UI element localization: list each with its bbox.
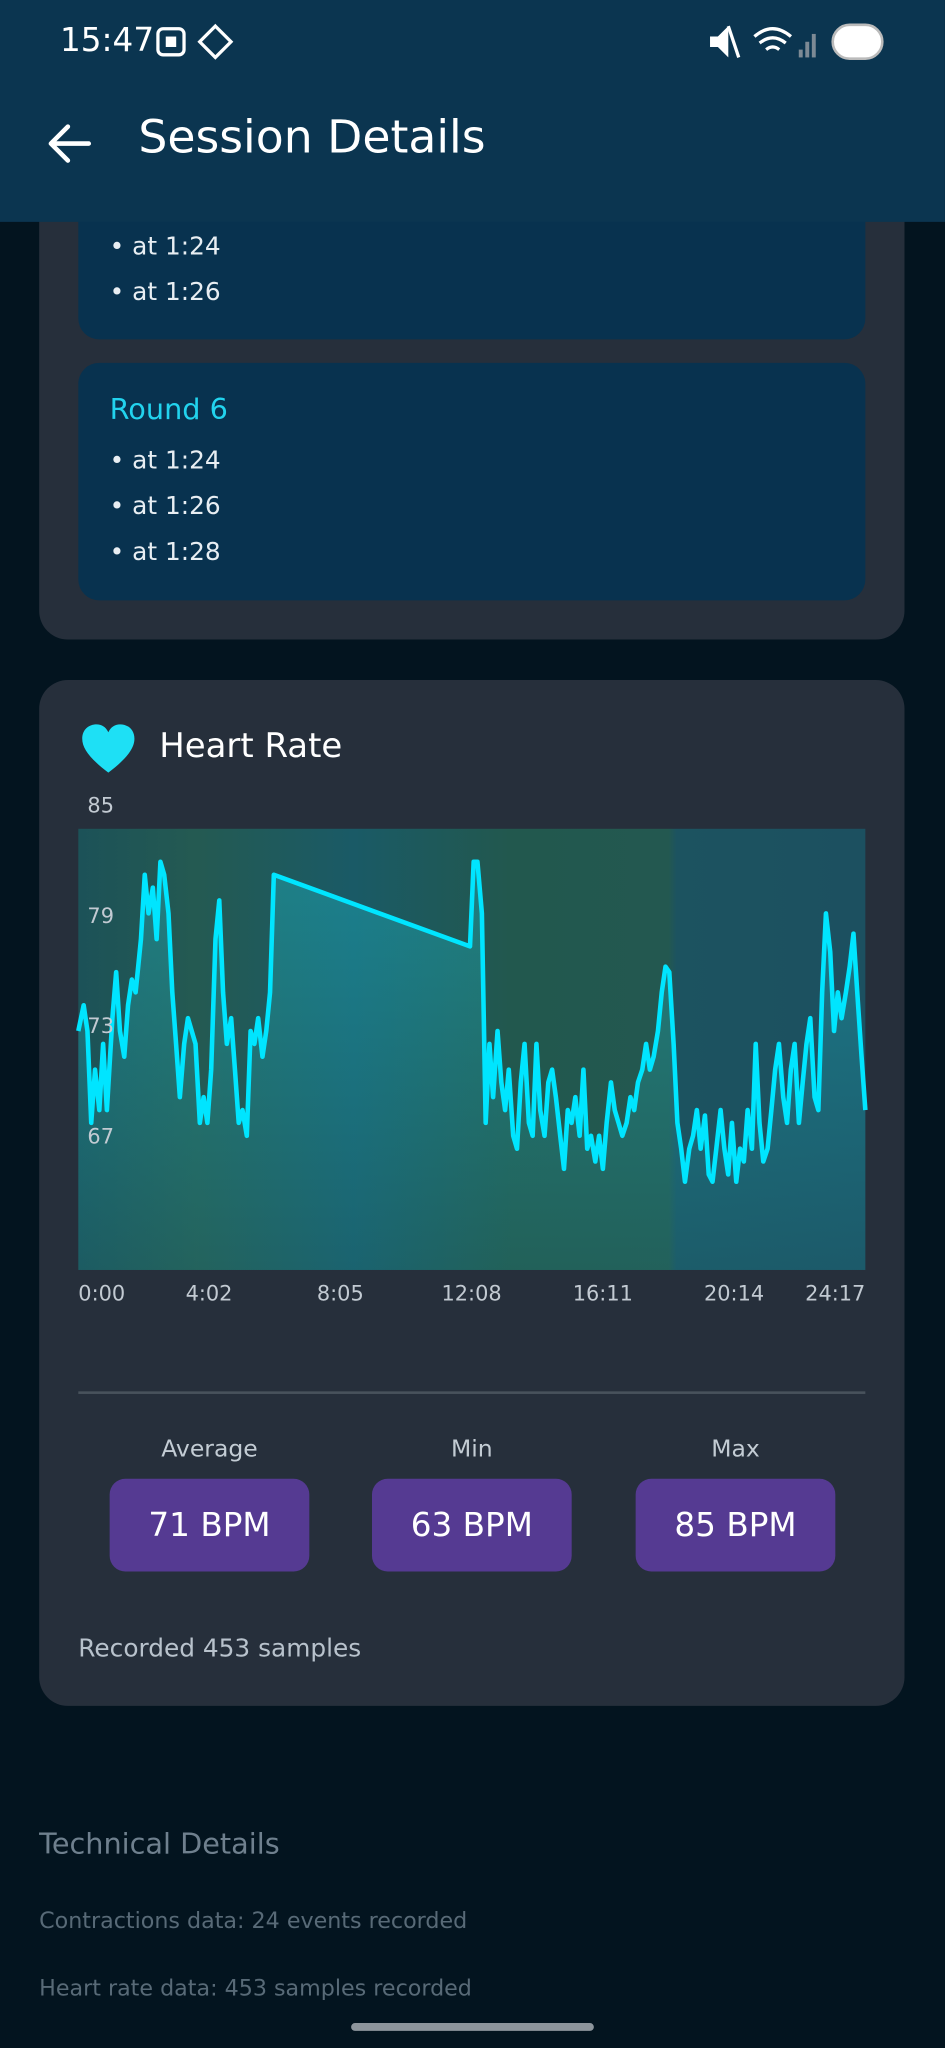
status-icons-right [710,23,884,61]
home-indicator [351,2023,594,2031]
stat-value: 85 BPM [635,1478,836,1572]
x-tick-label: 0:00 [78,1282,125,1306]
round-item: • at 1:28 [109,537,221,567]
technical-line: Contractions data: 24 events recorded [39,1908,468,1935]
x-tick-label: 20:14 [704,1282,764,1306]
round-card [78,362,866,601]
technical-line: Heart rate data: 453 samples recorded [39,1976,472,2003]
back-button[interactable] [44,120,96,167]
section-title: Technical Details [39,1828,280,1862]
line-area [78,861,866,1270]
y-tick-label: 79 [87,904,114,928]
stat-label: Min [450,1435,493,1464]
stat-value: 71 BPM [109,1478,310,1572]
x-tick-label: 12:08 [441,1282,501,1306]
stat-label: Average [161,1435,258,1464]
status-time: 15:47 [60,20,155,59]
divider [78,1391,866,1394]
heart-rate-line [76,859,868,1185]
round-item: • at 1:26 [109,278,221,307]
status-icons-left [156,23,234,60]
samples-summary: Recorded 453 samples [78,1634,362,1663]
stat-value: 63 BPM [371,1478,572,1572]
y-tick-label: 67 [87,1124,114,1148]
round-item: • at 1:24 [109,446,221,476]
round-item: • at 1:26 [109,492,221,521]
x-tick-label: 8:05 [317,1282,364,1306]
app-bar-title: Session Details [138,112,486,165]
x-tick-label: 16:11 [573,1282,633,1306]
card-title: Heart Rate [159,726,343,767]
x-tick-label: 24:17 [805,1282,865,1306]
stat-label: Max [711,1435,760,1464]
x-tick-label: 4:02 [186,1282,233,1306]
round-title: Round 6 [109,394,228,427]
round-item: • at 1:24 [109,232,221,262]
heart-rate-chart: 85 79 73 67 0:00 4:02 8:05 12:08 16:11 20:14 24:17 [76,794,868,1306]
heart-icon [82,724,135,773]
y-tick-label: 73 [87,1014,114,1038]
y-tick-label: 85 [87,794,114,818]
